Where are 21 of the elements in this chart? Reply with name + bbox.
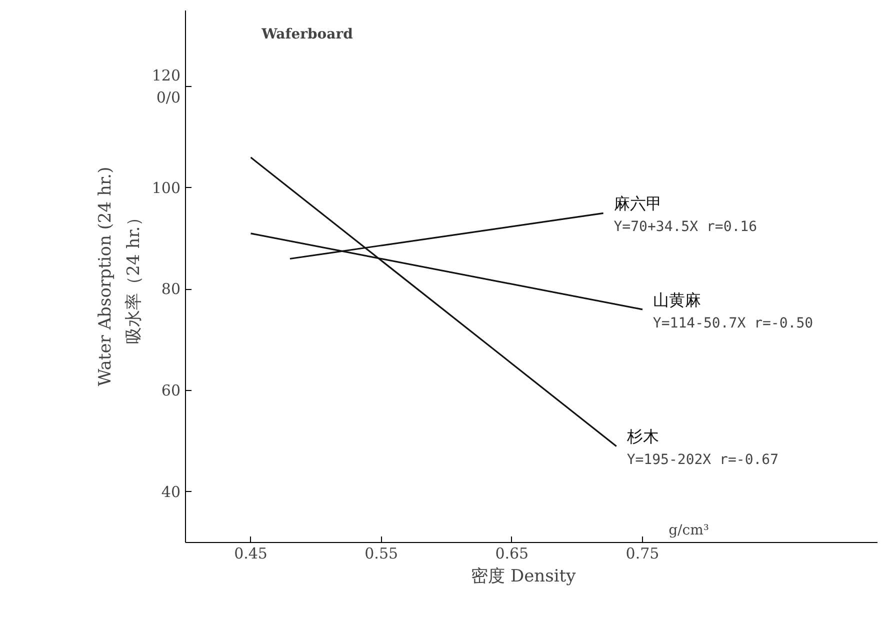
y-tick-label: 60 (161, 382, 181, 400)
x-axis-title: 密度 Density (471, 566, 576, 586)
series-label: 山黄麻 (652, 290, 701, 310)
annotation: Y=195-202X r=-0.67 (626, 452, 779, 468)
y-tick-label: 100 (152, 178, 181, 197)
annotation: g/cm³ (668, 522, 710, 538)
x-tick-label: 0.55 (364, 544, 398, 562)
y-tick-label: 80 (161, 280, 181, 298)
y-tick-label: 40 (161, 482, 181, 501)
x-tick-label: 0.65 (495, 544, 529, 562)
y-axis-title: Water Absorption (24 hr.) (96, 166, 116, 386)
series-label: 杉木 (626, 427, 659, 446)
text: 吸水率（24 hr.） (124, 209, 144, 344)
annotation: Y=70+34.5X r=0.16 (614, 219, 758, 236)
y-tick-label: 120 (152, 66, 181, 85)
series-label: 麻六甲 (614, 194, 662, 214)
annotation: Y=114-50.7X r=-0.50 (652, 315, 814, 332)
x-tick-label: 0.75 (626, 544, 660, 562)
x-tick-label: 0.45 (234, 544, 268, 562)
text: Waferboard (260, 26, 354, 42)
text: 0/0 (156, 88, 180, 106)
